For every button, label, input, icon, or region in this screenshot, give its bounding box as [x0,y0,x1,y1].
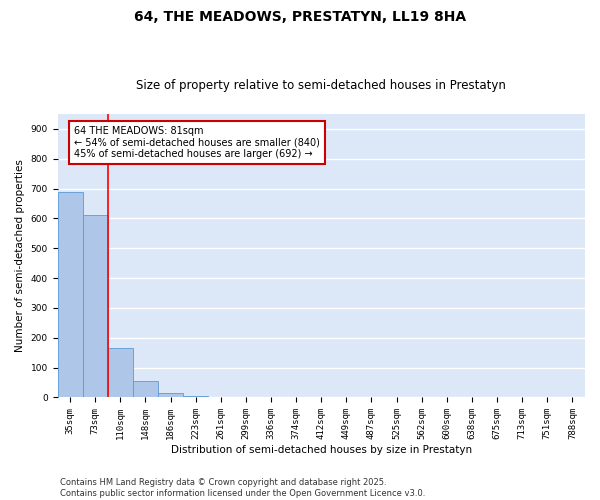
Y-axis label: Number of semi-detached properties: Number of semi-detached properties [15,160,25,352]
Title: Size of property relative to semi-detached houses in Prestatyn: Size of property relative to semi-detach… [136,79,506,92]
Text: Contains HM Land Registry data © Crown copyright and database right 2025.
Contai: Contains HM Land Registry data © Crown c… [60,478,425,498]
Bar [108,348,133,398]
Text: 64, THE MEADOWS, PRESTATYN, LL19 8HA: 64, THE MEADOWS, PRESTATYN, LL19 8HA [134,10,466,24]
Text: 64 THE MEADOWS: 81sqm
← 54% of semi-detached houses are smaller (840)
45% of sem: 64 THE MEADOWS: 81sqm ← 54% of semi-deta… [74,126,320,159]
X-axis label: Distribution of semi-detached houses by size in Prestatyn: Distribution of semi-detached houses by … [171,445,472,455]
Bar [58,192,83,398]
Bar [83,216,108,398]
Bar [133,381,158,398]
Bar [158,393,183,398]
Bar [183,396,208,398]
Bar [208,397,233,398]
